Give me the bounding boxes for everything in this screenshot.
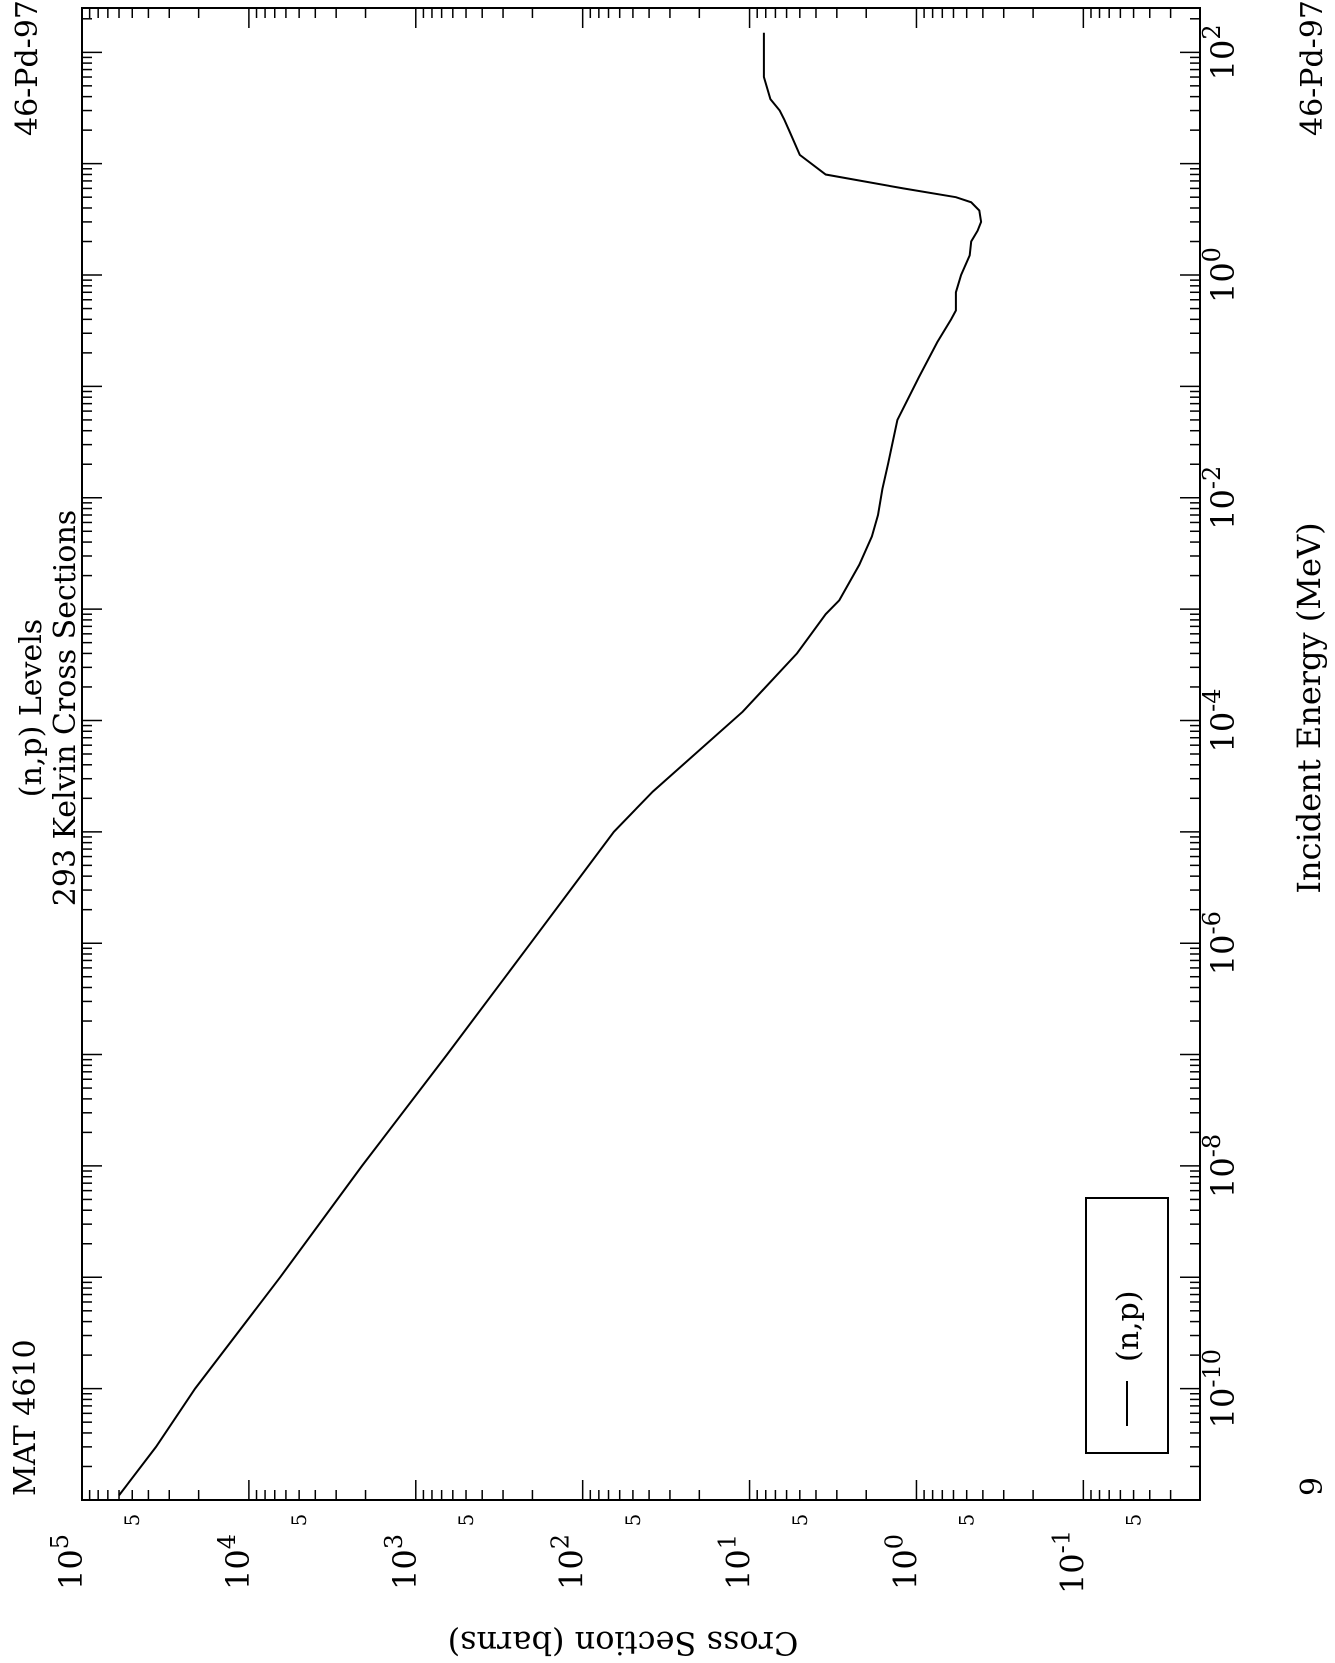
y-tick-label: 104 [213,1534,257,1590]
x-tick-label-exponent: -6 [1198,911,1226,934]
tick-labels: 10-1010-810-610-410-210010210-1100101102… [46,24,1242,1594]
y-minor-tick-label: 5 [454,1514,478,1527]
y-tick-label-mantissa: 10 [52,1549,90,1590]
series-line-n-p [118,32,983,1497]
chart-subtitle: 293 Kelvin Cross Sections [48,510,83,906]
y-tick-label-exponent: 4 [213,1534,241,1549]
y-tick-label-exponent: 3 [380,1534,408,1549]
y-tick-label-mantissa: 10 [720,1549,758,1590]
x-tick-label-exponent: 0 [1198,247,1226,262]
x-tick-label-mantissa: 10 [1204,489,1242,530]
y-tick-label: 10-1 [1047,1530,1091,1594]
x-tick-label: 10-8 [1198,1134,1242,1198]
corner-label: 9 [1295,1477,1330,1496]
x-tick-label-mantissa: 10 [1204,1388,1242,1429]
x-tick-label: 10-6 [1198,911,1242,975]
y-minor-tick-label: 5 [621,1514,645,1527]
x-tick-label: 10-4 [1198,688,1242,752]
x-tick-label-exponent: -4 [1198,688,1226,711]
y-tick-label-mantissa: 10 [386,1549,424,1590]
y-tick-label-exponent: -1 [1047,1530,1075,1553]
chart-title: (n,p) Levels [14,619,49,797]
y-tick-label: 100 [880,1534,924,1590]
x-tick-label-mantissa: 10 [1204,40,1242,81]
y-tick-label-exponent: 5 [46,1534,74,1549]
x-tick-label-exponent: 2 [1198,24,1226,39]
material-label-top: 46-Pd-97 [10,0,45,136]
x-tick-label: 10-2 [1198,466,1242,530]
x-tick-label-mantissa: 10 [1204,1157,1242,1198]
x-tick-label: 102 [1198,24,1242,80]
y-tick-label: 102 [547,1534,591,1590]
y-tick-label-mantissa: 10 [219,1549,257,1590]
x-tick-label-exponent: -2 [1198,466,1226,489]
y-axis-label: Cross Section (barns) [448,1624,799,1662]
y-tick-label-mantissa: 10 [1053,1553,1091,1594]
x-axis-label: Incident Energy (MeV) [1290,522,1328,893]
axis-ticks [81,8,1201,1501]
x-tick-label: 100 [1198,247,1242,303]
y-tick-label-exponent: 0 [880,1534,908,1549]
x-tick-label-mantissa: 10 [1204,262,1242,303]
y-minor-tick-label: 5 [287,1514,311,1527]
mat-label: MAT 4610 [8,1339,43,1496]
x-tick-label-mantissa: 10 [1204,935,1242,976]
y-minor-tick-label: 5 [955,1514,979,1527]
y-tick-label: 101 [714,1534,758,1590]
y-tick-label: 103 [380,1534,424,1590]
y-tick-label: 105 [46,1534,90,1590]
y-tick-label-exponent: 1 [714,1534,742,1549]
y-tick-label-mantissa: 10 [553,1549,591,1590]
plot-frame [81,7,1201,1501]
x-tick-label: 10-10 [1198,1349,1242,1428]
y-minor-tick-label: 5 [788,1514,812,1527]
y-tick-label-exponent: 2 [547,1534,575,1549]
plot-area: 10-1010-810-610-410-210010210-1100101102… [46,7,1242,1594]
legend: (n,p) [1085,1197,1169,1454]
x-tick-label-mantissa: 10 [1204,712,1242,753]
legend-label-n-p: (n,p) [1111,1291,1146,1362]
x-tick-label-exponent: -8 [1198,1134,1226,1157]
x-tick-label-exponent: -10 [1198,1349,1226,1388]
y-tick-label-mantissa: 10 [886,1549,924,1590]
y-minor-tick-label: 5 [1122,1514,1146,1527]
material-label-bottom: 46-Pd-97 [1295,0,1330,136]
y-minor-tick-label: 5 [120,1514,144,1527]
